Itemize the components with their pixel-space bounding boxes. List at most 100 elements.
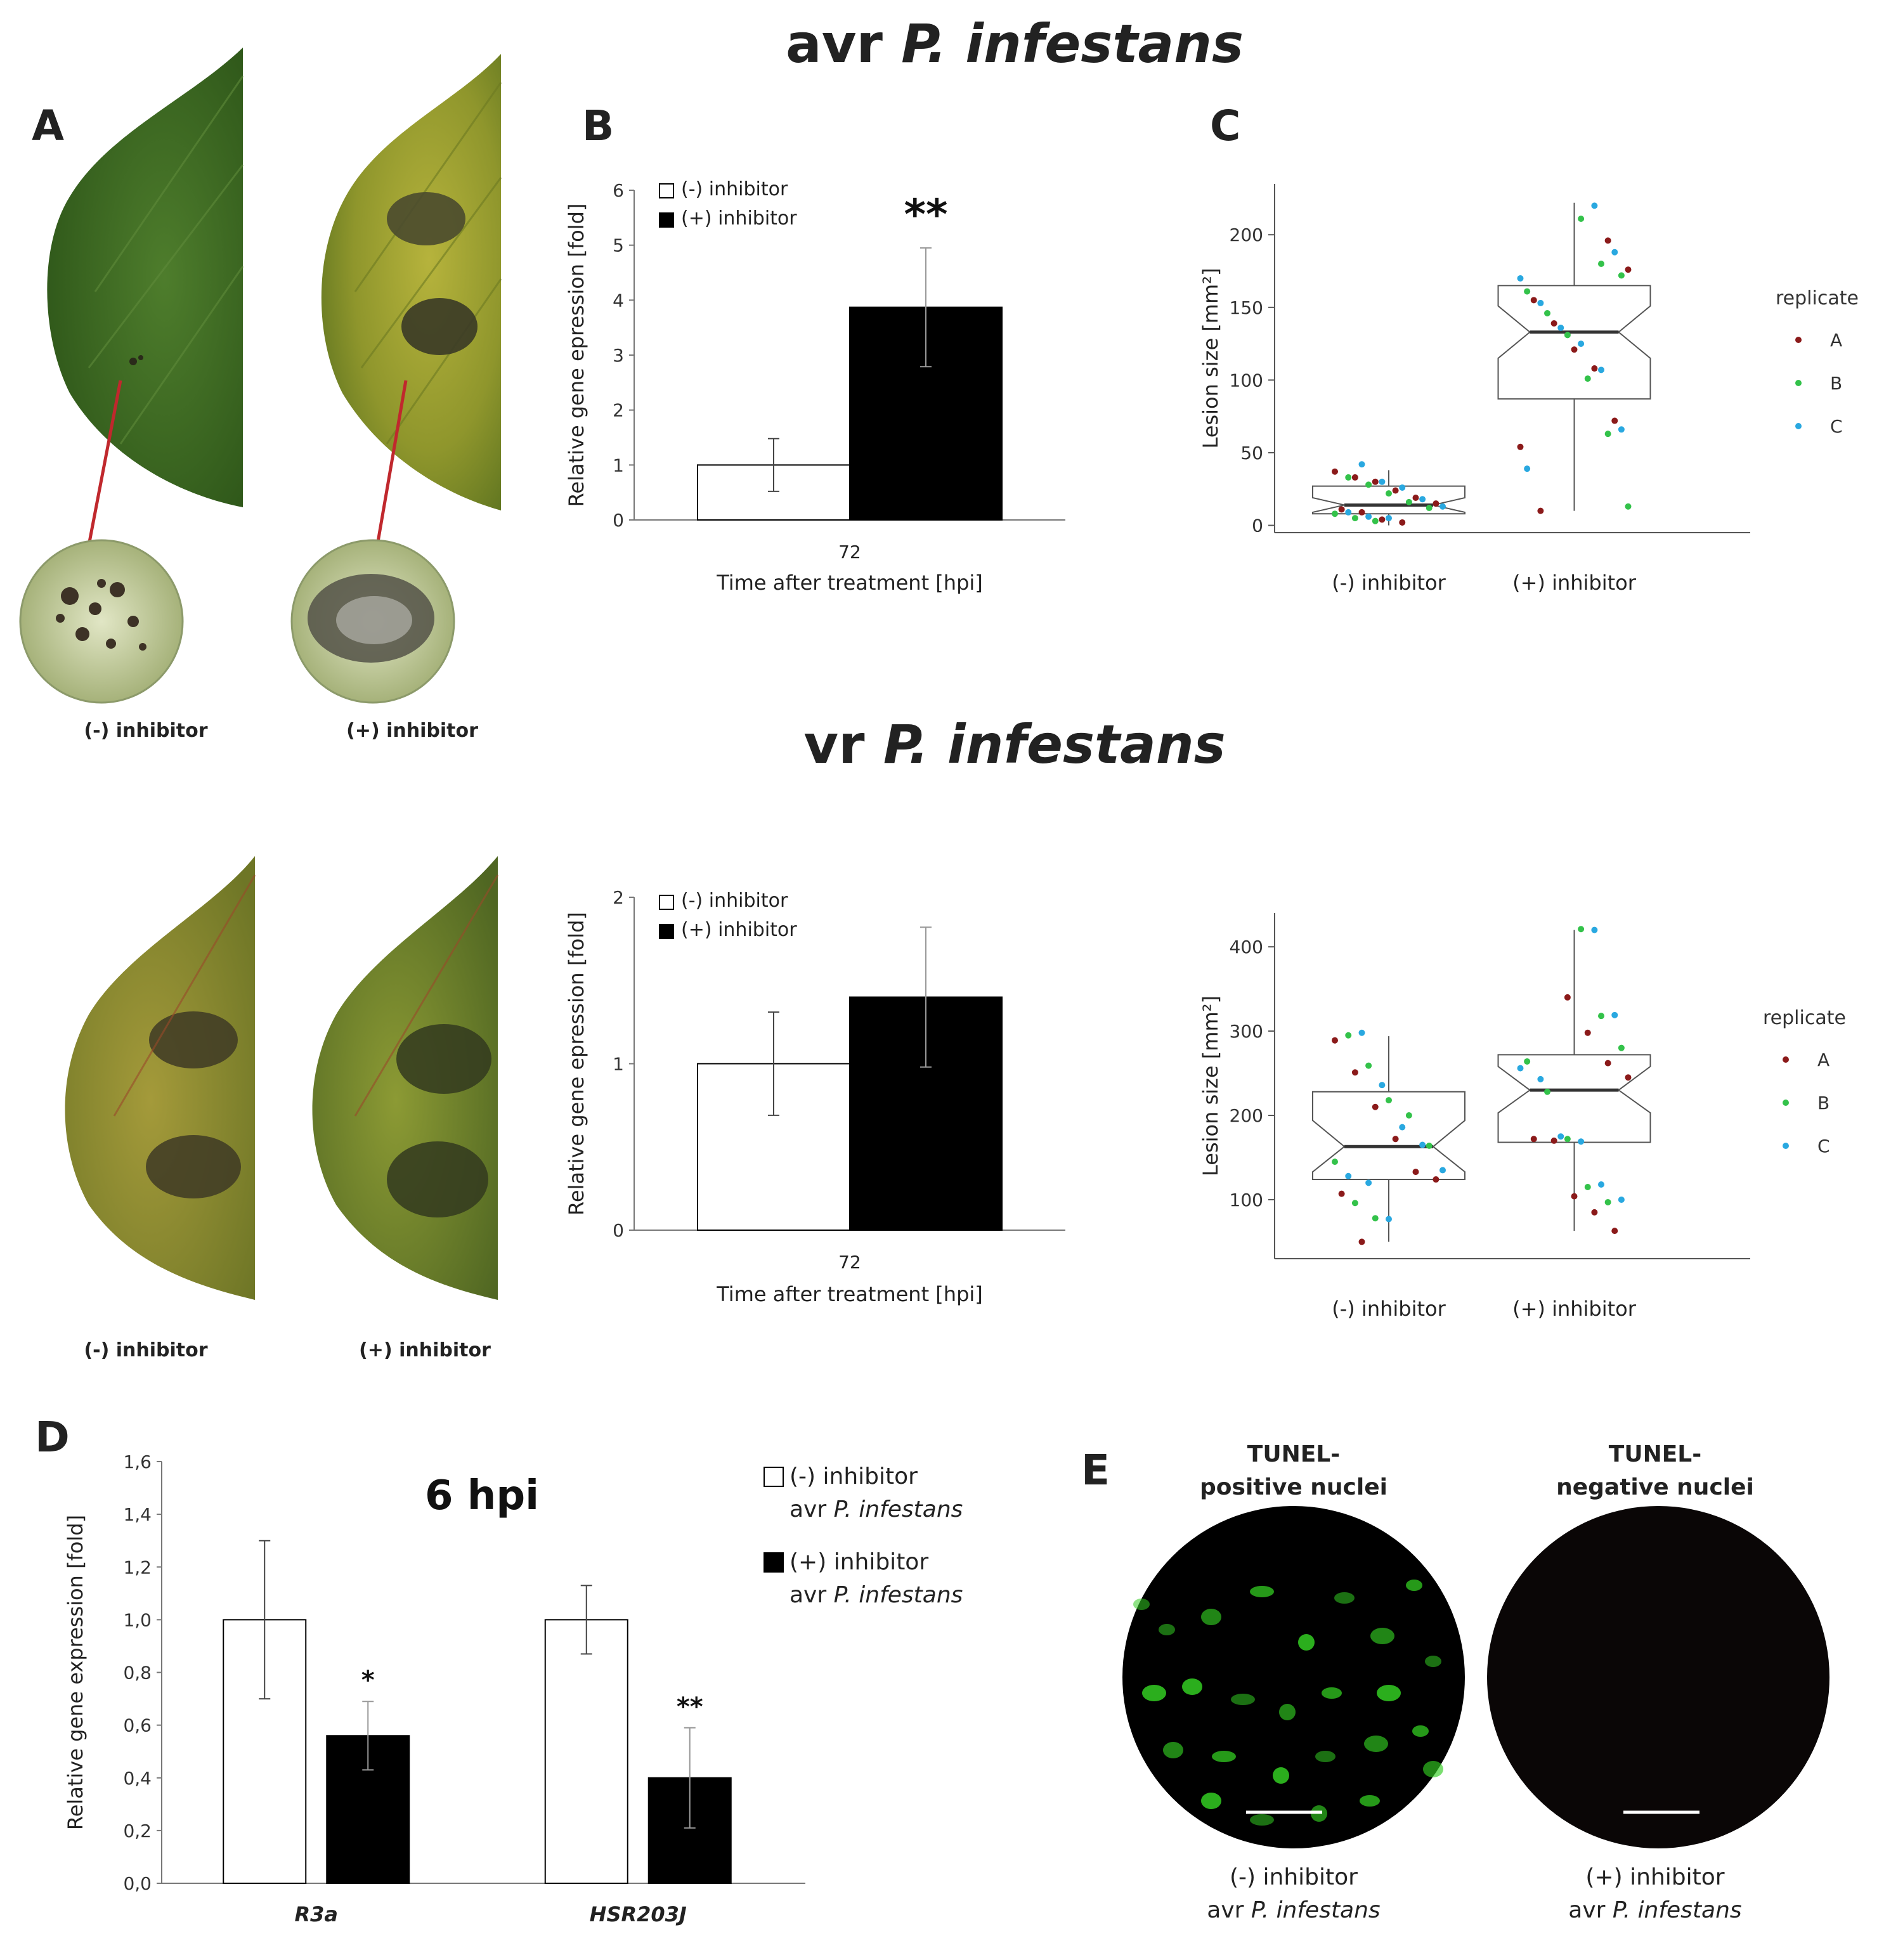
notched-box — [1497, 1054, 1651, 1143]
chart-title: 6 hpi — [425, 1472, 539, 1519]
y-tick-label: 1 — [613, 1054, 624, 1075]
data-point — [1439, 503, 1446, 510]
tunel-nucleus — [1377, 1685, 1401, 1701]
tunel-negative-label: TUNEL- negative nuclei — [1522, 1438, 1788, 1504]
y-tick-label: 1,4 — [123, 1504, 152, 1525]
legend-label: C — [1830, 416, 1843, 437]
legend-swatch — [764, 1552, 784, 1573]
leaf-minus-inhibitor — [47, 48, 243, 507]
legend-marker — [1795, 423, 1802, 429]
tunel-right-line2: avr P. infestans — [1522, 1894, 1788, 1927]
tunel-right-species: P. infestans — [1612, 1897, 1742, 1923]
y-tick-label: 2 — [613, 887, 624, 908]
legend-label: (-) inhibitor — [681, 178, 788, 200]
tunel-nucleus — [1159, 1624, 1175, 1635]
data-point — [1399, 484, 1406, 491]
tunel-nucleus — [1250, 1586, 1274, 1597]
data-point — [1351, 1200, 1358, 1207]
panel-a-minus-caption: (-) inhibitor — [84, 720, 208, 742]
notched-box — [1312, 1091, 1465, 1181]
data-point — [1365, 1179, 1372, 1186]
tunel-nucleus — [1231, 1694, 1255, 1705]
tunel-nucleus — [1315, 1751, 1335, 1762]
tunel-nucleus — [1182, 1678, 1202, 1695]
data-point — [1358, 461, 1365, 468]
data-point — [1386, 490, 1392, 497]
y-tick-label: 0,2 — [123, 1820, 152, 1841]
tunel-nucleus — [1250, 1814, 1274, 1826]
chart-b-vr: 0 1 2 72 Time after treatment [hpi] Relative … — [564, 887, 1065, 1306]
tunel-nucleus — [1201, 1609, 1221, 1625]
data-point — [1332, 1158, 1338, 1165]
tunel-negative-line2: negative nuclei — [1556, 1474, 1754, 1500]
legend-label: (-) inhibitor — [681, 890, 788, 912]
data-point — [1365, 513, 1372, 520]
legend-marker — [1795, 380, 1802, 386]
y-tick-label: 50 — [1240, 443, 1263, 464]
legend-label: (+) inhibitor — [790, 1549, 928, 1575]
tunel-nucleus — [1370, 1628, 1394, 1644]
data-point — [1544, 1088, 1550, 1095]
data-point — [1332, 510, 1338, 517]
data-point — [1537, 1075, 1544, 1082]
tunel-right-caption: (+) inhibitor avr P. infestans — [1522, 1861, 1788, 1927]
data-point — [1564, 1136, 1571, 1143]
tunel-nucleus — [1423, 1761, 1443, 1777]
y-tick-label: 100 — [1230, 1190, 1263, 1210]
x-tick-label: 72 — [838, 1252, 861, 1273]
data-point — [1426, 505, 1433, 512]
legend-label: C — [1817, 1136, 1830, 1157]
y-tick-label: 200 — [1230, 224, 1263, 245]
data-point — [1625, 1074, 1632, 1081]
data-point — [1419, 1141, 1426, 1148]
vr-plus-caption: (+) inhibitor — [359, 1339, 491, 1361]
tunel-nucleus — [1425, 1656, 1441, 1667]
data-point — [1351, 1069, 1358, 1076]
data-point — [1372, 1103, 1379, 1110]
tunel-nucleus — [1412, 1725, 1429, 1737]
y-axis-label: Relative gene expression [fold] — [63, 1515, 88, 1830]
data-point — [1618, 1196, 1625, 1203]
data-point — [1332, 468, 1338, 475]
legend-swatch — [659, 895, 674, 910]
panel-a-plus-caption: (+) inhibitor — [346, 720, 478, 742]
data-point — [1351, 515, 1358, 522]
data-point — [1544, 309, 1550, 316]
data-point — [1564, 994, 1571, 1001]
legend-title: replicate — [1776, 287, 1859, 309]
x-tick-label: (+) inhibitor — [1512, 1297, 1637, 1321]
title-vr-species: P. infestans — [883, 713, 1226, 776]
chart-d: 0,0 0,2 0,4 0,6 0,8 1,0 1,2 1,4 1,6 * R3a ** HSR203J… — [63, 1451, 963, 1926]
data-point — [1578, 1138, 1585, 1145]
data-point — [1399, 1124, 1406, 1131]
y-tick-label: 100 — [1230, 370, 1263, 391]
panel-a-leaves — [19, 48, 502, 704]
data-point — [1591, 365, 1598, 372]
y-tick-label: 0 — [1252, 516, 1263, 536]
data-point — [1365, 1062, 1372, 1069]
vr-minus-caption: (-) inhibitor — [84, 1339, 208, 1361]
data-point — [1584, 1029, 1591, 1036]
data-point — [1557, 324, 1564, 331]
tunel-nucleus — [1279, 1704, 1296, 1720]
data-point — [1625, 503, 1632, 510]
data-point — [1598, 261, 1604, 268]
data-point — [1439, 1167, 1446, 1174]
tunel-left-line1: (-) inhibitor — [1230, 1864, 1358, 1890]
y-tick-label: 0,8 — [123, 1663, 152, 1684]
tunel-micrographs — [1122, 1506, 1829, 1848]
data-point — [1345, 1032, 1352, 1039]
data-point — [1598, 1013, 1604, 1020]
data-point — [1604, 1198, 1611, 1205]
significance-annotation: * — [361, 1666, 375, 1695]
tunel-nucleus — [1406, 1580, 1422, 1591]
x-tick-label: R3a — [295, 1902, 339, 1926]
tunel-negative-line1: TUNEL- — [1608, 1441, 1702, 1467]
data-point — [1571, 346, 1578, 353]
data-point — [1379, 516, 1386, 523]
data-point — [1338, 1190, 1345, 1197]
data-point — [1611, 1011, 1618, 1018]
y-axis-label: Relative gene epression [fold] — [564, 204, 588, 507]
micrograph-positive — [1122, 1506, 1465, 1848]
data-point — [1386, 1097, 1392, 1104]
